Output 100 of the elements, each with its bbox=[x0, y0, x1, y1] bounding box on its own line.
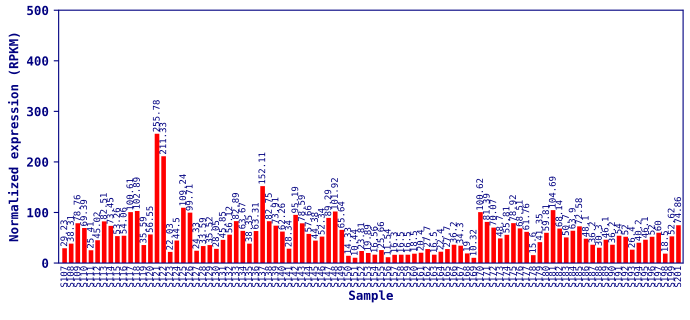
x-tick-label: S118 bbox=[133, 266, 140, 287]
x-tick-label: S177 bbox=[522, 266, 530, 287]
data-label: 41.35 bbox=[536, 214, 543, 240]
x-tick-label: S112 bbox=[93, 266, 100, 287]
data-label: 73.91 bbox=[272, 198, 278, 224]
x-tick-label: S121 bbox=[152, 266, 160, 287]
data-label: 35.59 bbox=[140, 216, 146, 243]
data-label: 40.2 bbox=[634, 220, 642, 241]
bar bbox=[174, 240, 180, 264]
data-label: 53.26 bbox=[113, 208, 120, 234]
bar bbox=[372, 254, 378, 264]
data-label: 16.3 bbox=[390, 232, 398, 252]
x-tick-label: S113 bbox=[100, 266, 107, 287]
y-tick-label: 400 bbox=[26, 56, 48, 66]
x-tick-label: S170 bbox=[476, 266, 484, 287]
data-label: 45.85 bbox=[218, 212, 226, 238]
data-label: 35.52 bbox=[206, 217, 212, 243]
data-label: 20.4 bbox=[416, 230, 424, 251]
bar bbox=[62, 248, 67, 264]
data-label: 63.9 bbox=[568, 208, 576, 229]
data-label: 152.11 bbox=[258, 152, 266, 184]
bar bbox=[464, 253, 470, 264]
data-label: 16.5 bbox=[430, 232, 437, 252]
bar bbox=[286, 248, 292, 264]
bar bbox=[274, 226, 278, 264]
data-label: 46.1 bbox=[641, 217, 648, 238]
data-label: 65.64 bbox=[338, 202, 344, 228]
bar bbox=[260, 186, 265, 264]
bar bbox=[538, 242, 542, 264]
data-label: 44.5 bbox=[172, 218, 180, 239]
bar bbox=[662, 254, 668, 264]
x-tick-label: S192 bbox=[621, 266, 628, 287]
x-tick-label: S152 bbox=[357, 266, 364, 287]
bar bbox=[313, 240, 318, 264]
bar bbox=[491, 228, 496, 264]
data-label: 63.67 bbox=[238, 202, 246, 229]
data-label: 68.51 bbox=[516, 200, 523, 226]
x-tick-label: S145 bbox=[311, 266, 318, 287]
x-tick-label: S196 bbox=[648, 266, 655, 287]
bar bbox=[379, 250, 384, 264]
x-tick-label: S124 bbox=[172, 266, 180, 287]
bar bbox=[254, 231, 258, 264]
data-label: 82.51 bbox=[100, 193, 107, 220]
bar bbox=[247, 244, 252, 264]
data-label: 211.33 bbox=[159, 122, 166, 154]
x-tick-label: S161 bbox=[416, 266, 424, 287]
x-tick-label: S128 bbox=[199, 266, 206, 287]
bar bbox=[359, 251, 364, 264]
x-tick-label: S108 bbox=[67, 266, 74, 287]
bar bbox=[293, 214, 298, 264]
data-label: 95.19 bbox=[291, 186, 298, 213]
data-label: 19 bbox=[463, 242, 470, 251]
x-tick-label: S162 bbox=[423, 266, 430, 287]
bar bbox=[227, 234, 232, 264]
x-tick-label: S195 bbox=[641, 266, 648, 287]
x-tick-label: S132 bbox=[225, 266, 232, 287]
y-tick-label: 300 bbox=[27, 106, 48, 116]
x-tick-label: S138 bbox=[265, 266, 272, 287]
data-label: 100.62 bbox=[476, 178, 484, 210]
x-tick-label: S158 bbox=[397, 266, 404, 287]
data-label: 26.4 bbox=[628, 226, 635, 248]
bar bbox=[240, 230, 246, 264]
bar bbox=[438, 252, 444, 264]
x-tick-label: S165 bbox=[443, 266, 450, 287]
data-label: 14.33 bbox=[344, 228, 352, 254]
bar bbox=[161, 156, 166, 264]
data-label: 38.35 bbox=[245, 216, 252, 242]
x-tick-label: S198 bbox=[661, 266, 668, 287]
x-tick-label: S151 bbox=[350, 266, 358, 287]
bar bbox=[596, 248, 602, 264]
data-label: 82.75 bbox=[265, 193, 272, 220]
data-label: 22.03 bbox=[166, 224, 173, 250]
data-label: 81.39 bbox=[482, 194, 490, 220]
data-label: 46.1 bbox=[602, 217, 609, 238]
data-label: 16.5 bbox=[397, 232, 404, 252]
data-label: 23.81 bbox=[357, 222, 364, 249]
data-label: 61.76 bbox=[522, 204, 530, 230]
x-tick-label: S127 bbox=[192, 266, 200, 287]
bar bbox=[550, 210, 556, 264]
data-label: 99.71 bbox=[186, 184, 193, 211]
bar bbox=[95, 240, 100, 264]
bar bbox=[200, 246, 206, 264]
bar bbox=[306, 234, 312, 264]
x-tick-label: S172 bbox=[489, 266, 496, 287]
bar bbox=[570, 230, 576, 264]
data-label: 48.1 bbox=[582, 216, 589, 237]
x-tick-label: S199 bbox=[668, 266, 675, 287]
x-tick-label: S171 bbox=[482, 266, 490, 287]
x-tick-label: S109 bbox=[74, 266, 80, 287]
x-tick-label: S150 bbox=[344, 266, 352, 287]
data-label: 18.5 bbox=[661, 231, 668, 252]
bar bbox=[280, 232, 285, 264]
data-label: 22.4 bbox=[436, 228, 444, 250]
x-tick-label: S201 bbox=[674, 266, 682, 287]
bar bbox=[584, 238, 588, 264]
y-axis-title: Normalized expression (RPKM) bbox=[8, 34, 21, 242]
data-label: 100.61 bbox=[126, 178, 134, 210]
data-label: 68.14 bbox=[555, 200, 562, 226]
x-tick-label: S168 bbox=[463, 266, 470, 287]
x-tick-label: S182 bbox=[555, 266, 562, 287]
